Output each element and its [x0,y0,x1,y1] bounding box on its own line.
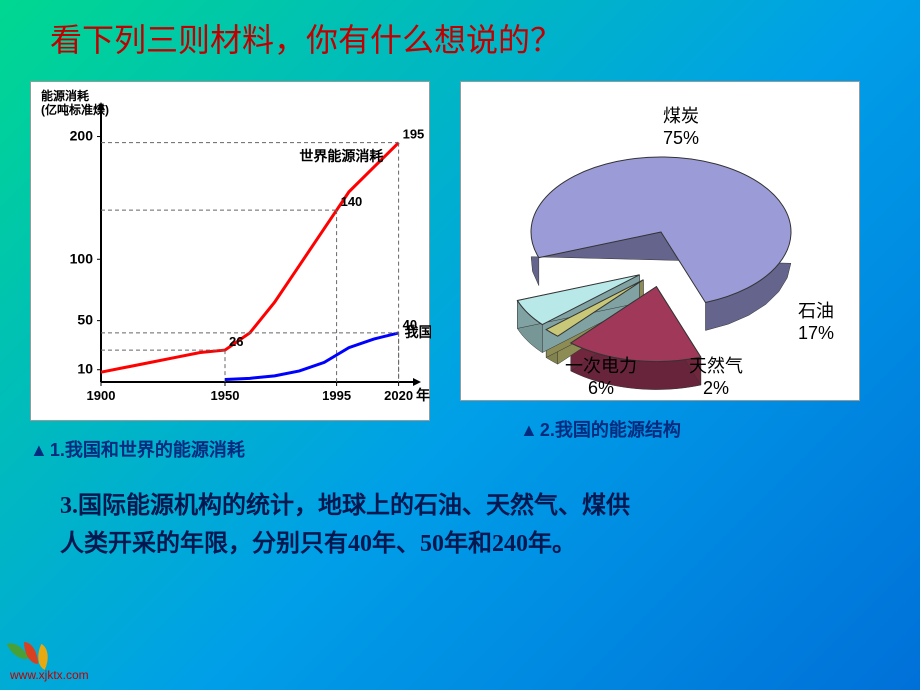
svg-text:100: 100 [70,250,94,266]
svg-text:1995: 1995 [322,388,351,403]
svg-text:17%: 17% [798,323,834,343]
logo-leaf-icon [10,634,50,664]
bottom-line-1: 3.国际能源机构的统计，地球上的石油、天然气、煤供 [60,487,860,525]
svg-text:200: 200 [70,128,94,144]
svg-text:(亿吨标准煤): (亿吨标准煤) [41,102,109,117]
svg-text:10: 10 [77,361,93,377]
svg-text:世界能源消耗: 世界能源消耗 [299,148,383,164]
svg-text:石油: 石油 [798,301,834,321]
left-chart-block: 能源消耗(亿吨标准煤) 年 10 50 100 200 1900 1950 1995 2020 26… [30,81,430,462]
svg-text:26: 26 [229,334,243,349]
line-chart: 能源消耗(亿吨标准煤) 年 10 50 100 200 1900 1950 1995 2020 26… [30,81,430,421]
caption-left-text: 1.我国和世界的能源消耗 [50,440,245,460]
svg-text:煤炭: 煤炭 [663,106,699,126]
svg-text:1900: 1900 [87,388,116,403]
svg-text:年: 年 [416,387,430,403]
line-chart-svg: 能源消耗(亿吨标准煤) 年 10 50 100 200 1900 1950 1995 2020 26… [31,82,431,422]
svg-text:6%: 6% [588,378,614,398]
caption-marker-icon: ▲ [520,420,538,440]
svg-text:195: 195 [403,127,425,142]
right-chart-block: 煤炭75% 石油17% 天然气2% 一次电力6% ▲2.我国的能源结构 [460,81,860,442]
logo: www.xjktx.com [10,634,89,682]
bottom-paragraph: 3.国际能源机构的统计，地球上的石油、天然气、煤供 人类开采的年限，分别只有40… [30,487,890,564]
svg-text:一次电力: 一次电力 [565,356,637,376]
svg-text:50: 50 [77,312,93,328]
caption-right-text: 2.我国的能源结构 [540,420,681,440]
caption-left: ▲1.我国和世界的能源消耗 [30,436,430,462]
logo-url: www.xjktx.com [10,668,89,682]
svg-text:2%: 2% [703,378,729,398]
bottom-line-2: 人类开采的年限，分别只有40年、50年和240年。 [60,525,860,563]
svg-text:2020: 2020 [384,388,413,403]
svg-text:75%: 75% [663,128,699,148]
charts-row: 能源消耗(亿吨标准煤) 年 10 50 100 200 1900 1950 1995 2020 26… [30,81,890,462]
caption-right: ▲2.我国的能源结构 [520,416,860,442]
caption-marker-icon: ▲ [30,440,48,460]
svg-text:1950: 1950 [211,388,240,403]
svg-text:我国: 我国 [405,324,431,340]
pie-chart: 煤炭75% 石油17% 天然气2% 一次电力6% [460,81,860,401]
svg-text:能源消耗: 能源消耗 [41,88,89,103]
svg-text:天然气: 天然气 [689,356,743,376]
slide: 看下列三则材料，你有什么想说的？ 能源消耗(亿吨标准煤) 年 10 50 100 200 1… [0,0,920,690]
pie-chart-svg: 煤炭75% 石油17% 天然气2% 一次电力6% [461,82,861,402]
slide-title: 看下列三则材料，你有什么想说的？ [50,15,890,61]
svg-text:140: 140 [341,194,363,209]
